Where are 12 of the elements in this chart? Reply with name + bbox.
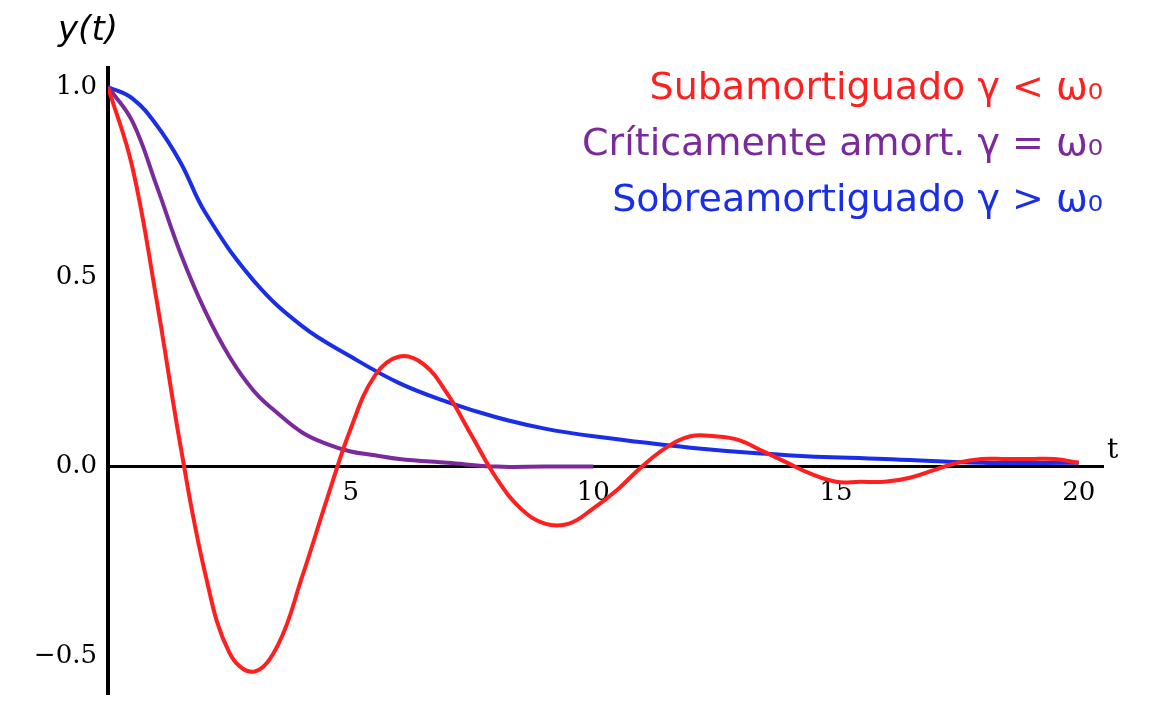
- text: Sobreamortiguado γ > ω₀: [612, 175, 1103, 220]
- y-axis-title: y(t): [57, 7, 118, 48]
- x-tick-label: 10: [576, 475, 610, 506]
- y-tick-label: 1.0: [55, 69, 97, 100]
- y-tick-label: 0.5: [55, 259, 97, 290]
- x-tick-label: 5: [342, 475, 359, 506]
- text: Críticamente amort. γ = ω₀: [582, 119, 1103, 164]
- text: Subamortiguado γ < ω₀: [649, 63, 1103, 108]
- x-tick-label: 20: [1062, 475, 1096, 506]
- x-axis-title: t: [1107, 431, 1119, 465]
- y-tick-label: −0.5: [33, 639, 97, 670]
- y-tick-label: 0.0: [55, 449, 97, 480]
